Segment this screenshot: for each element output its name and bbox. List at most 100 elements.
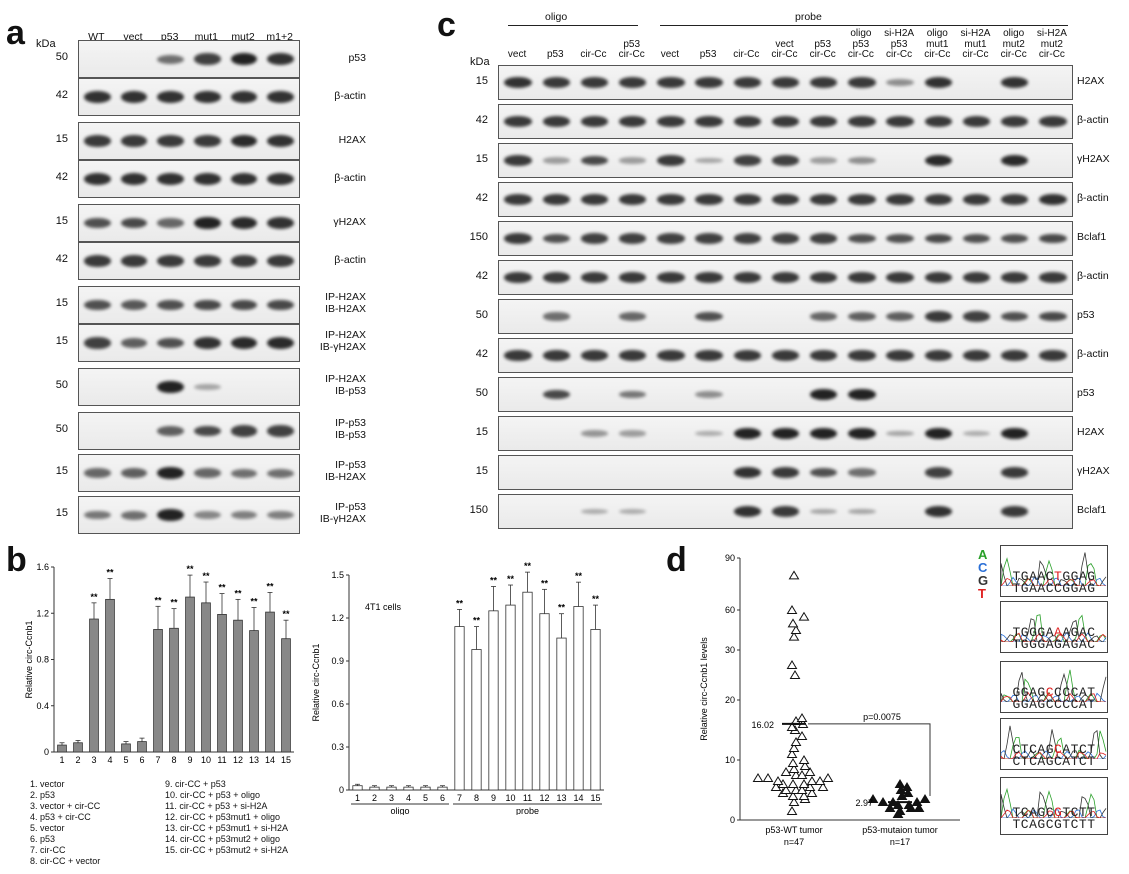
sequence-bottom: TGGGAGAGAC xyxy=(1012,637,1096,652)
protein-band xyxy=(962,350,991,361)
data-point xyxy=(796,770,808,779)
y-tick-label: 0.3 xyxy=(331,742,344,752)
data-point xyxy=(752,773,764,782)
protein-band xyxy=(157,299,184,311)
y-axis-label: Relative circ-Ccnb1 levels xyxy=(699,637,709,741)
data-point xyxy=(789,670,801,679)
sequence-base: A xyxy=(1037,742,1046,757)
lane-label: p53 xyxy=(699,49,717,60)
protein-band xyxy=(1000,116,1029,127)
protein-band xyxy=(618,508,647,515)
protein-band xyxy=(230,255,258,267)
group-line-probe xyxy=(660,25,1068,26)
protein-band xyxy=(230,510,258,520)
blot-row-label: β-actin xyxy=(1077,270,1109,282)
sequence-base: G xyxy=(1037,685,1046,700)
blot-strip xyxy=(78,78,300,116)
protein-band xyxy=(194,337,221,349)
data-point xyxy=(796,713,808,722)
blot-row-label: β-actin xyxy=(1077,114,1109,126)
chromatogram-box: TGAACTGGAG TGAACCGGAG xyxy=(1000,545,1108,597)
protein-band xyxy=(504,272,532,283)
protein-band xyxy=(733,233,762,244)
data-point xyxy=(798,791,810,800)
x-tick-label: 3 xyxy=(91,755,96,765)
x-tick-label: 12 xyxy=(233,755,243,765)
protein-band xyxy=(1000,467,1029,478)
y-tick-label: 0 xyxy=(44,747,49,757)
bar xyxy=(369,786,380,791)
protein-band xyxy=(771,155,800,166)
protein-band xyxy=(194,383,221,391)
protein-band xyxy=(230,468,258,478)
annotation-4t1: 4T1 cells xyxy=(365,602,402,612)
blot-strip xyxy=(498,104,1073,139)
protein-band xyxy=(157,337,184,349)
y-tick-label: 0.9 xyxy=(331,656,344,666)
protein-band xyxy=(580,233,609,244)
protein-band xyxy=(809,508,838,515)
trace-line xyxy=(1001,576,1107,586)
mw-label: 42 xyxy=(475,347,488,360)
sequence-base: A xyxy=(1078,569,1088,584)
chromatogram-trace xyxy=(1001,787,1107,818)
sequence-base: G xyxy=(1037,625,1046,640)
protein-band xyxy=(618,312,647,321)
legend-entry: 13. cir-CC + p53mut1 + si-H2A xyxy=(165,823,289,833)
x-tick-label: 2 xyxy=(75,755,80,765)
legend-entry: 4. p53 + cir-CC xyxy=(30,812,91,822)
sequence-base: A xyxy=(1037,569,1046,584)
protein-band xyxy=(771,116,800,127)
chromatogram-box: TCAGCGTCTT TCAGCGTCTT xyxy=(1000,777,1108,835)
mw-label: 42 xyxy=(475,113,488,126)
protein-band xyxy=(267,468,294,478)
bar xyxy=(281,638,291,753)
protein-band xyxy=(504,194,532,205)
bar xyxy=(105,598,115,753)
data-point xyxy=(787,618,799,628)
protein-band xyxy=(542,233,571,244)
legend-entry: 15. cir-CC + p53mut2 + si-H2A xyxy=(165,845,289,855)
data-point xyxy=(787,791,799,800)
x-group-label: p53-mutaion tumor xyxy=(862,825,938,835)
data-point xyxy=(790,737,802,746)
blot-strip xyxy=(498,377,1073,412)
legend-entry: 1. vector xyxy=(30,779,65,789)
sequence-base: A xyxy=(1054,625,1063,640)
bar xyxy=(121,743,131,753)
y-tick-label: 20 xyxy=(725,695,735,705)
trace-line xyxy=(1001,672,1107,702)
protein-band xyxy=(771,467,800,478)
protein-band xyxy=(267,135,294,147)
protein-band xyxy=(194,135,221,147)
sequence-base: G xyxy=(1037,805,1046,820)
trace-line xyxy=(1001,730,1107,759)
protein-band xyxy=(267,299,294,311)
blot-row-label: Bclaf1 xyxy=(1077,231,1107,243)
mw-label: 15 xyxy=(55,297,68,309)
sequence-base: G xyxy=(1062,569,1071,584)
blot-strip xyxy=(78,122,300,160)
protein-band xyxy=(84,217,111,229)
protein-band xyxy=(120,173,148,185)
protein-band xyxy=(657,116,685,127)
blot-row-label: IP-p53 IB-γH2AX xyxy=(319,501,366,526)
mw-label: 15 xyxy=(475,464,488,477)
protein-band xyxy=(230,425,258,437)
protein-band xyxy=(733,155,762,166)
trace-line xyxy=(1001,577,1106,586)
data-point xyxy=(814,776,826,785)
protein-band xyxy=(194,53,221,65)
data-point xyxy=(790,625,802,634)
significance-mark: ** xyxy=(250,596,258,606)
legend-entry: 12. cir-CC + p53mut1 + oligo xyxy=(165,812,281,822)
trace-line xyxy=(1001,692,1107,702)
protein-band xyxy=(84,510,111,520)
data-point xyxy=(788,764,800,773)
y-tick-label: 90 xyxy=(725,553,735,563)
protein-band xyxy=(542,312,571,321)
sequence-base: G xyxy=(1020,625,1030,640)
protein-band xyxy=(962,116,991,127)
protein-band xyxy=(657,77,685,88)
y-axis-label: Relative circ-Ccnb1 xyxy=(311,643,321,721)
